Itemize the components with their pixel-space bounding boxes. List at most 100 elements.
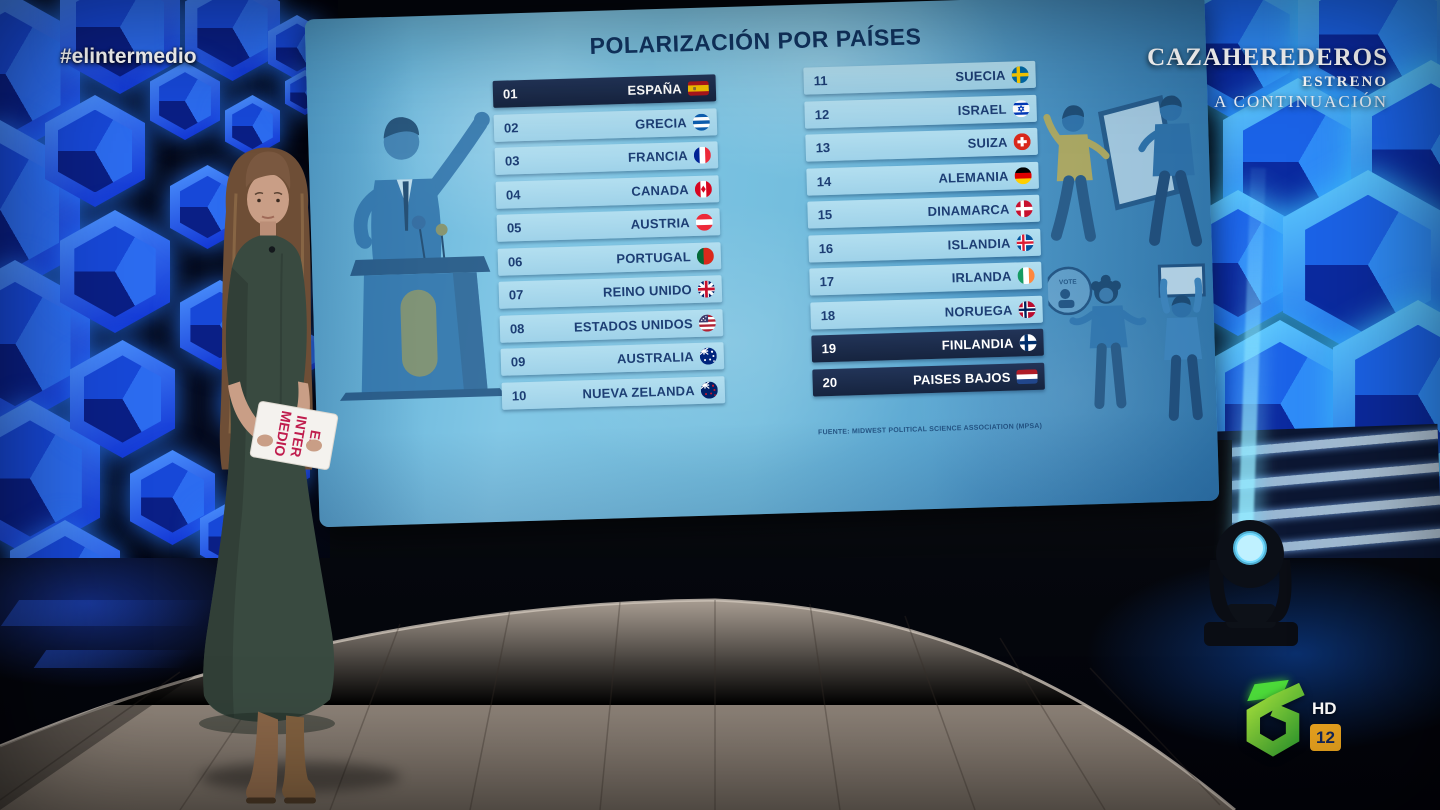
country-flag-icon xyxy=(1018,300,1036,318)
rank-number: 15 xyxy=(817,206,833,223)
hex-panel xyxy=(60,210,170,333)
country-flag-icon xyxy=(698,313,717,332)
ranking-row: 15 DINAMARCA xyxy=(807,194,1040,229)
ranking-row: 07 REINO UNIDO xyxy=(498,275,723,309)
country-name: GRECIA xyxy=(634,114,688,132)
country-name: FRANCIA xyxy=(627,148,689,165)
ranking-row: 14 ALEMANIA xyxy=(806,161,1039,196)
svg-text:INTER: INTER xyxy=(287,414,310,458)
ranking-row: 02 GRECIA xyxy=(493,107,718,142)
hashtag-overlay: #elintermedio xyxy=(60,45,197,68)
country-name: CANADA xyxy=(631,181,690,199)
ranking-row: 20 PAISES BAJOS xyxy=(812,362,1045,397)
country-name: PORTUGAL xyxy=(616,248,692,266)
board-title: POLARIZACIÓN POR PAÍSES xyxy=(589,23,922,60)
ranking-row: 04 CANADA xyxy=(495,174,720,209)
rank-number: 18 xyxy=(820,307,836,323)
country-flag-icon xyxy=(697,280,716,298)
ranking-row: 12 ISRAEL xyxy=(804,94,1038,129)
politician-illustration xyxy=(339,111,506,401)
rank-number: 11 xyxy=(813,72,828,89)
stage-light xyxy=(1204,520,1298,646)
ranking-row: 10 NUEVA ZELANDA xyxy=(501,375,726,410)
rank-number: 07 xyxy=(508,287,524,303)
country-flag-icon xyxy=(699,347,718,365)
country-name: AUSTRALIA xyxy=(616,349,695,367)
ranking-row: 17 IRLANDA xyxy=(809,261,1042,296)
hex-panel xyxy=(225,95,280,157)
rank-number: 05 xyxy=(506,220,522,236)
country-name: NUEVA ZELANDA xyxy=(582,382,696,401)
lasexta-logo xyxy=(1246,683,1305,757)
rank-number: 02 xyxy=(503,119,519,136)
rank-number: 01 xyxy=(502,86,518,102)
hex-panel xyxy=(185,0,280,81)
ranking-row: 05 AUSTRIA xyxy=(496,208,721,242)
country-flag-icon xyxy=(1014,166,1032,184)
hex-panel xyxy=(45,95,145,207)
rank-number: 03 xyxy=(504,153,520,169)
ranking-board-screen: POLARIZACIÓN POR PAÍSES xyxy=(304,0,1220,528)
country-name: DINAMARCA xyxy=(927,201,1010,220)
ranking-column-left: 01 ESPAÑA 02 GRECIA 03 FRANCIA 04 CANADA 05 AUSTR… xyxy=(492,74,726,415)
country-name: NORUEGA xyxy=(944,302,1013,320)
country-flag-icon xyxy=(694,179,713,198)
svg-text:MEDIO: MEDIO xyxy=(271,410,295,458)
country-name: SUIZA xyxy=(967,134,1008,151)
ranking-row: 18 NORUEGA xyxy=(810,295,1043,330)
rank-number: 09 xyxy=(510,354,526,370)
country-flag-icon xyxy=(687,80,710,97)
country-flag-icon xyxy=(1019,333,1037,352)
rank-number: 20 xyxy=(822,374,838,390)
rank-number: 08 xyxy=(509,320,525,337)
ranking-row: 13 SUIZA xyxy=(805,127,1038,162)
handheld-card: EL INTER MEDIO xyxy=(249,401,339,470)
hd-badge: HD xyxy=(1312,699,1337,718)
promo-tag: ESTRENO xyxy=(1302,74,1388,90)
rank-number: 13 xyxy=(815,139,831,156)
country-name: PAISES BAJOS xyxy=(912,369,1011,388)
rank-number: 10 xyxy=(511,387,527,403)
ranking-row: 03 FRANCIA xyxy=(494,141,719,175)
country-name: ALEMANIA xyxy=(938,168,1009,186)
age-rating-badge: 12 xyxy=(1310,724,1341,751)
promo-when: A CONTINUACIÓN xyxy=(1214,92,1388,111)
country-name: ESPAÑA xyxy=(627,81,683,98)
country-name: AUSTRIA xyxy=(630,215,691,232)
rank-number: 14 xyxy=(816,173,832,189)
ranking-row: 11 SUECIA xyxy=(803,60,1037,95)
rank-number: 04 xyxy=(505,186,521,203)
ranking-row: 08 ESTADOS UNIDOS xyxy=(499,308,724,343)
ranking-row: 09 AUSTRALIA xyxy=(500,342,725,376)
source-caption: FUENTE: MIDWEST POLITICAL SCIENCE ASSOCI… xyxy=(817,422,1043,437)
ranking-row: 06 PORTUGAL xyxy=(497,241,722,276)
country-flag-icon xyxy=(1016,368,1038,384)
country-flag-icon xyxy=(696,246,715,265)
country-name: SUECIA xyxy=(955,67,1006,85)
country-name: IRLANDA xyxy=(951,268,1012,286)
country-name: ESTADOS UNIDOS xyxy=(573,315,694,335)
country-flag-icon xyxy=(700,380,719,399)
ranking-row: 16 ISLANDIA xyxy=(808,228,1041,263)
svg-text:VOTE: VOTE xyxy=(1059,279,1078,287)
presenter: EL INTER MEDIO xyxy=(199,147,339,804)
rank-number: 16 xyxy=(818,240,834,256)
country-name: REINO UNIDO xyxy=(602,282,693,300)
rank-number: 12 xyxy=(814,106,830,122)
rank-number: 06 xyxy=(507,253,523,270)
country-flag-icon xyxy=(1017,266,1035,285)
country-flag-icon xyxy=(1015,199,1033,218)
country-flag-icon xyxy=(1013,132,1031,151)
promo-show-title: CAZAHEREDEROS xyxy=(1147,44,1388,71)
country-flag-icon xyxy=(695,213,714,231)
country-flag-icon xyxy=(692,112,711,131)
country-name: ISRAEL xyxy=(957,101,1007,118)
country-flag-icon xyxy=(1012,99,1030,117)
ranking-column-right: 11 SUECIA 12 ISRAEL 13 SUIZA 14 ALEMANIA 15 DI… xyxy=(803,60,1045,403)
country-flag-icon xyxy=(1016,233,1034,251)
ranking-row: 01 ESPAÑA xyxy=(492,74,717,108)
country-flag-icon xyxy=(693,146,712,164)
ranking-row: 19 FINLANDIA xyxy=(811,328,1044,363)
country-flag-icon xyxy=(1011,66,1029,84)
